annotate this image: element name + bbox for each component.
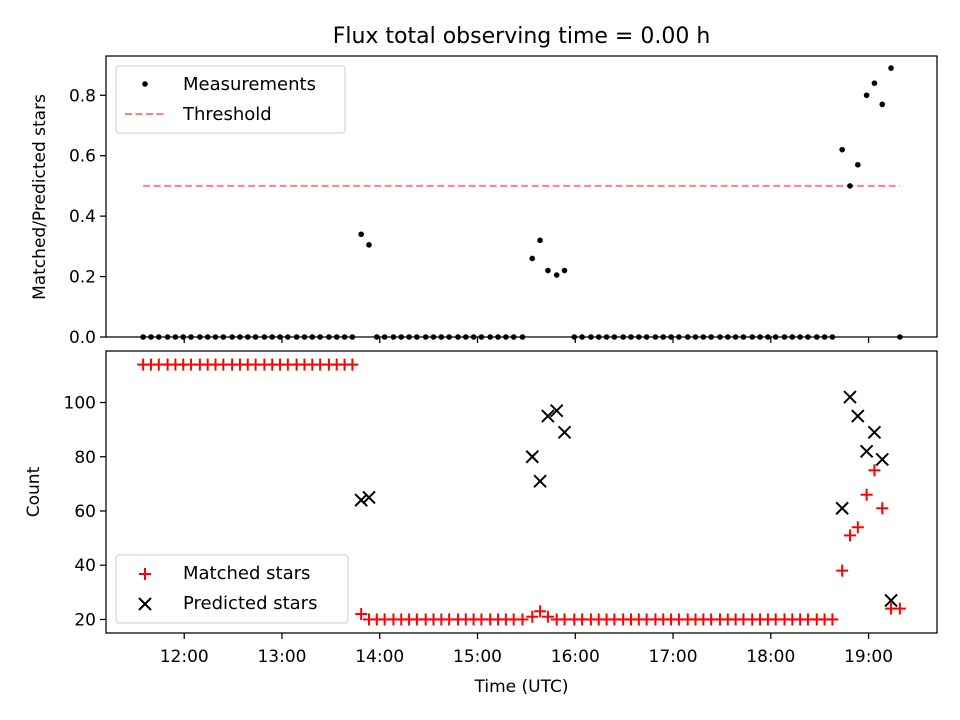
- x-tick-label: 14:00: [355, 647, 404, 667]
- ratio-y-ticks: 0.0 0.2 0.4 0.6 0.8: [69, 86, 106, 348]
- predicted-stars-point: [875, 452, 889, 467]
- measurement-point: [888, 65, 894, 71]
- matched-stars-point: [346, 358, 359, 371]
- chart-title: Flux total observing time = 0.00 h: [333, 24, 711, 49]
- measurement-point: [561, 267, 568, 274]
- predicted-stars-point: [884, 593, 898, 608]
- x-tick-label: 19:00: [844, 647, 893, 667]
- matched-stars-point: [836, 564, 849, 577]
- x-tick-label: 12:00: [160, 647, 209, 667]
- matched-stars-point: [860, 488, 873, 501]
- predicted-stars-point: [867, 425, 882, 440]
- count-legend: Matched stars Predicted stars: [115, 554, 349, 624]
- measurement-point: [879, 101, 886, 108]
- legend-predicted-label: Predicted stars: [183, 593, 317, 614]
- predicted-stars-point: [843, 390, 857, 404]
- count-axes-frame: [105, 350, 938, 634]
- predicted-stars-point: [557, 425, 572, 440]
- y-tick-label: 0.6: [69, 147, 96, 167]
- matched-stars-point: [534, 605, 547, 618]
- matched-stars-point: [541, 610, 554, 623]
- measurement-point: [839, 146, 845, 153]
- x-tick-label: 13:00: [257, 647, 306, 667]
- legend-matched-label: Matched stars: [183, 563, 310, 584]
- y-tick-label: 0.4: [69, 207, 96, 227]
- predicted-stars-point: [525, 450, 539, 464]
- x-tick-label: 18:00: [746, 647, 795, 667]
- y-tick-label: 80: [74, 448, 96, 468]
- y-tick-label: 0.8: [69, 86, 96, 106]
- measurement-point: [871, 80, 878, 86]
- ratio-legend: Measurements Threshold: [115, 65, 346, 134]
- predicted-stars-point: [835, 501, 849, 515]
- count-y-ticks: 20 40 60 80 100: [64, 394, 106, 630]
- measurement-point: [358, 231, 364, 238]
- count-panel: 20 40 60 80 100 12:00 13:00 14:00 15:00 16:00 17:…: [24, 350, 938, 697]
- measurement-point: [863, 92, 870, 99]
- ratio-y-axis-label: Matched/Predicted stars: [30, 94, 50, 300]
- legend-threshold-label: Threshold: [182, 104, 272, 125]
- ratio-legend-box: [115, 65, 346, 134]
- matched-stars-point: [843, 529, 856, 542]
- measurement-point: [855, 161, 861, 168]
- predicted-stars-point: [859, 444, 874, 459]
- matched-stars-point: [826, 613, 839, 626]
- measurement-point: [529, 255, 536, 262]
- legend-matched-marker: [139, 568, 151, 580]
- y-tick-label: 20: [74, 610, 96, 630]
- x-tick-label: 16:00: [551, 647, 600, 667]
- x-axis-label: Time (UTC): [474, 677, 569, 697]
- predicted-stars-point: [549, 403, 564, 418]
- measurement-point: [366, 242, 372, 248]
- measurement-point: [537, 237, 543, 244]
- matched-stars-point: [526, 610, 539, 623]
- x-tick-label: 15:00: [453, 647, 502, 667]
- matched-stars-point: [851, 521, 864, 534]
- legend-measurements-label: Measurements: [183, 74, 316, 95]
- x-tick-label: 17:00: [649, 647, 698, 667]
- count-plot-area: [137, 358, 906, 626]
- measurement-point: [545, 267, 551, 274]
- matched-stars-point: [355, 608, 368, 621]
- count-x-ticks: 12:00 13:00 14:00 15:00 16:00 17:00 18:00 19:00: [160, 633, 893, 667]
- measurement-point: [847, 183, 853, 189]
- predicted-stars-point: [851, 409, 865, 423]
- legend-measurements-marker: [142, 81, 148, 87]
- y-tick-label: 100: [64, 394, 96, 414]
- y-tick-label: 0.2: [69, 268, 96, 288]
- predicted-stars-point: [541, 409, 555, 423]
- ratio-x-ticks: [183, 337, 870, 343]
- count-legend-box: [115, 554, 349, 624]
- predicted-stars-point: [362, 490, 376, 505]
- y-tick-label: 40: [74, 556, 96, 576]
- matched-stars-point: [868, 464, 881, 477]
- matched-stars-point: [516, 613, 529, 626]
- y-tick-label: 0.0: [69, 328, 96, 348]
- ratio-axes-frame: [105, 55, 938, 338]
- measurement-point: [553, 272, 560, 278]
- matched-stars-point: [893, 602, 906, 615]
- matched-stars-point: [876, 502, 889, 515]
- ratio-panel: 0.00.20.40.60.8 Matched/Predicted stars …: [30, 55, 938, 348]
- count-y-axis-label: Count: [24, 466, 44, 517]
- y-tick-label: 60: [74, 502, 96, 522]
- predicted-stars-point: [533, 474, 547, 488]
- legend-predicted-marker: [138, 597, 152, 611]
- predicted-stars-point: [354, 493, 368, 507]
